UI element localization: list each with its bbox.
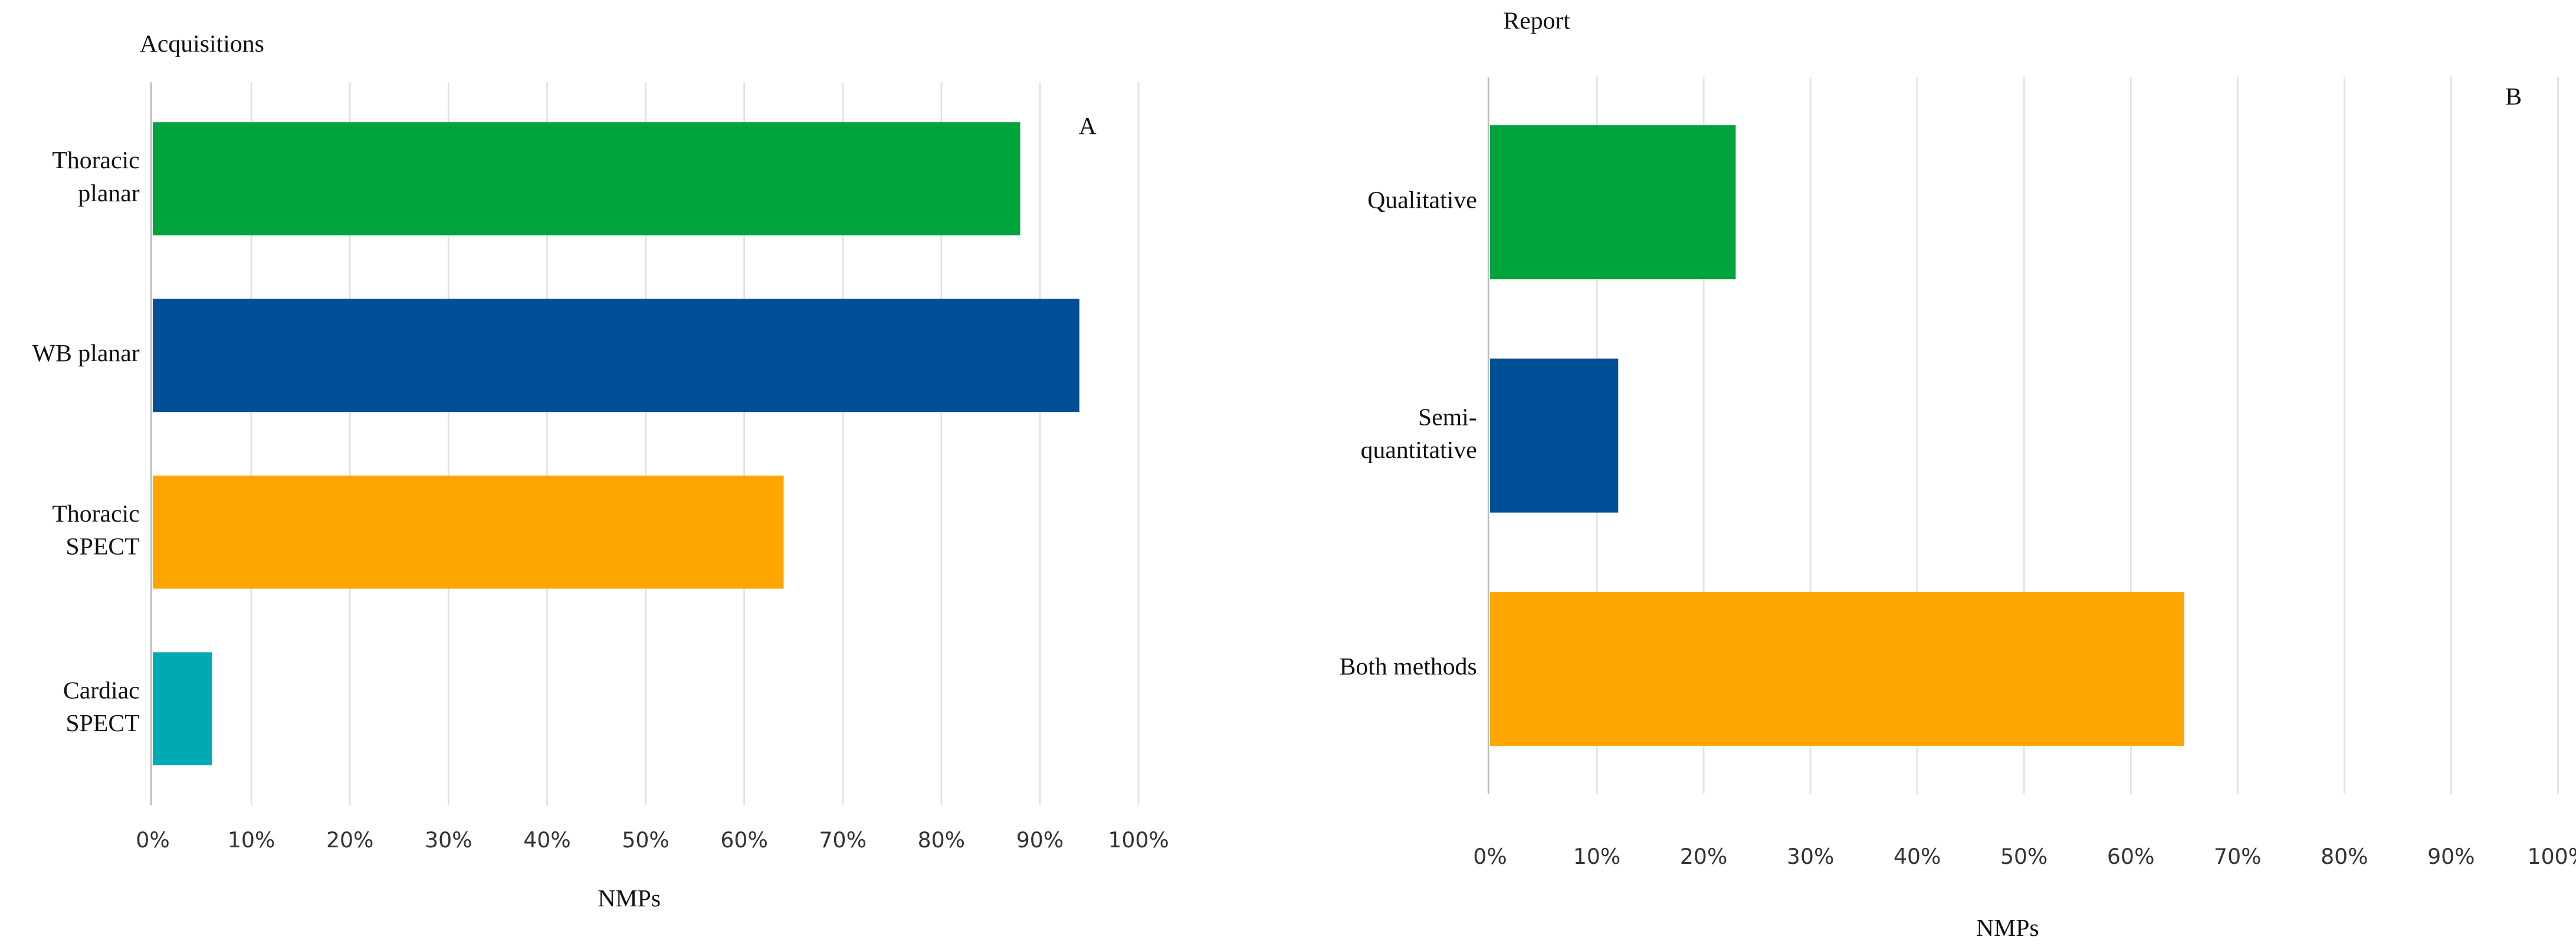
x-tick-label: 50%	[2000, 844, 2047, 869]
x-tick-label: 50%	[622, 827, 669, 853]
x-tick-label: 20%	[326, 827, 373, 853]
bar	[1490, 592, 2184, 746]
y-tick-label: WB planar	[32, 340, 140, 367]
bar	[153, 475, 784, 589]
y-tick-label: Cardiac SPECT	[63, 677, 140, 737]
x-tick-label: 70%	[819, 827, 867, 853]
x-tick-label: 10%	[1573, 844, 1620, 869]
x-tick-label: 80%	[918, 827, 965, 853]
x-tick-label: 90%	[1016, 827, 1064, 853]
x-tick-label: 30%	[425, 827, 472, 853]
x-tick-label: 100%	[1108, 827, 1169, 853]
x-axis-label: NMPs	[598, 885, 661, 912]
y-tick-label: Both methods	[1340, 653, 1477, 680]
bar	[1490, 125, 1736, 280]
x-tick-label: 70%	[2214, 844, 2261, 869]
x-tick-label: 60%	[720, 827, 767, 853]
y-tick-label: Thoracic planar	[52, 147, 139, 207]
x-tick-label: 10%	[228, 827, 275, 853]
x-tick-label: 40%	[1894, 844, 1941, 869]
x-tick-label: 60%	[2107, 844, 2154, 869]
chart-title: Report	[1503, 8, 1570, 35]
bar	[153, 299, 1079, 412]
x-tick-label: 100%	[2528, 844, 2576, 869]
x-tick-label: 90%	[2427, 844, 2475, 869]
bar	[1490, 358, 1619, 513]
x-tick-label: 30%	[1787, 844, 1834, 869]
x-tick-label: 0%	[1473, 844, 1507, 869]
x-tick-label: 0%	[136, 827, 169, 853]
x-tick-label: 40%	[523, 827, 570, 853]
chart-title: Acquisitions	[140, 31, 264, 58]
bar	[153, 652, 212, 765]
y-tick-label: Semi-quantitative	[1361, 404, 1477, 464]
annotation: B	[2505, 83, 2522, 110]
y-tick-label: Qualitative	[1367, 186, 1477, 214]
annotation: A	[1079, 113, 1097, 140]
x-axis-label: NMPs	[1976, 915, 2039, 942]
y-tick-label: Thoracic SPECT	[52, 500, 139, 561]
x-tick-label: 80%	[2321, 844, 2368, 869]
x-tick-label: 20%	[1680, 844, 1727, 869]
bar	[153, 122, 1020, 235]
